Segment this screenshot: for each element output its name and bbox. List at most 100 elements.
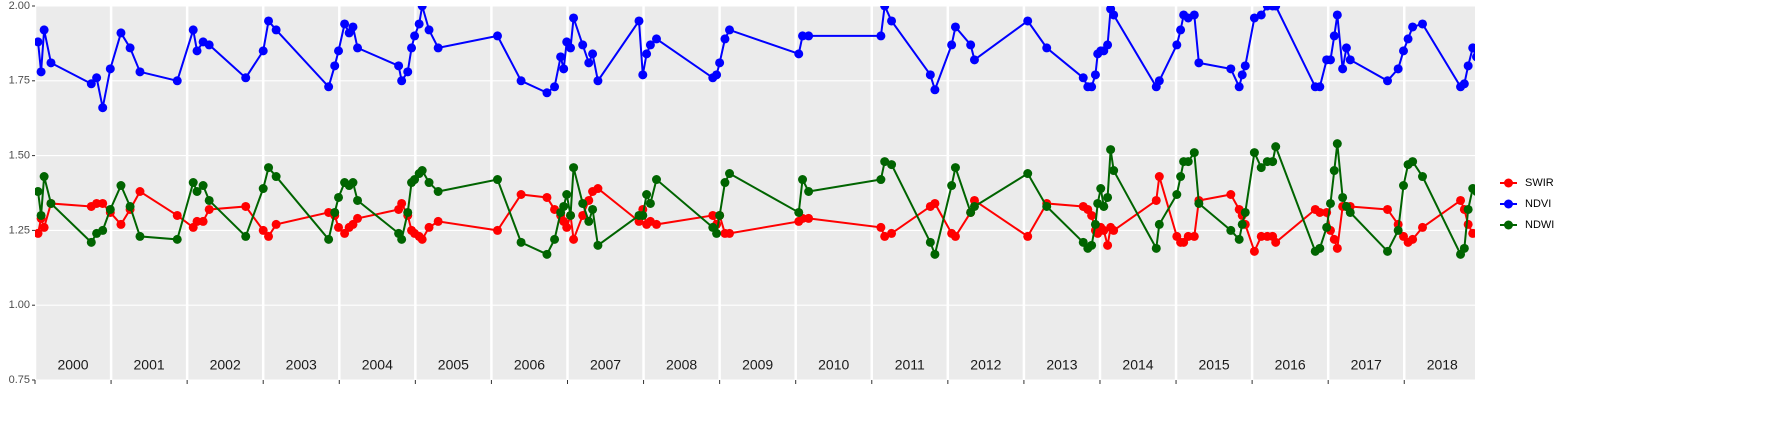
point bbox=[264, 163, 274, 173]
legend-point bbox=[1504, 199, 1513, 209]
point bbox=[1103, 240, 1113, 250]
point bbox=[712, 70, 722, 80]
point bbox=[258, 225, 268, 235]
point bbox=[1315, 82, 1325, 92]
point bbox=[46, 198, 56, 208]
point bbox=[258, 46, 268, 56]
year-label: 2008 bbox=[666, 357, 697, 373]
point bbox=[39, 172, 49, 182]
point bbox=[192, 187, 202, 197]
point bbox=[1109, 225, 1119, 235]
point bbox=[39, 25, 49, 35]
point bbox=[880, 157, 890, 167]
series-line bbox=[37, 143, 1475, 258]
point bbox=[1226, 225, 1236, 235]
point bbox=[566, 210, 576, 220]
point bbox=[98, 103, 108, 113]
point bbox=[116, 28, 126, 38]
point bbox=[651, 175, 661, 185]
point bbox=[1087, 82, 1097, 92]
point bbox=[1234, 234, 1244, 244]
point bbox=[1341, 43, 1351, 53]
point bbox=[36, 210, 46, 220]
point bbox=[645, 198, 655, 208]
point bbox=[1472, 52, 1475, 62]
point bbox=[720, 178, 730, 188]
plot-area bbox=[35, 6, 1475, 259]
point bbox=[241, 201, 251, 211]
point bbox=[1023, 16, 1033, 26]
point bbox=[542, 192, 552, 202]
point bbox=[638, 70, 648, 80]
point bbox=[950, 163, 960, 173]
point bbox=[542, 88, 552, 98]
point bbox=[712, 228, 722, 238]
point bbox=[348, 178, 358, 188]
point bbox=[1345, 55, 1355, 65]
point bbox=[394, 61, 404, 71]
point bbox=[947, 181, 957, 191]
point bbox=[969, 201, 979, 211]
point bbox=[1176, 172, 1186, 182]
point bbox=[1256, 10, 1266, 20]
point bbox=[876, 175, 886, 185]
point bbox=[588, 204, 598, 214]
point bbox=[188, 25, 198, 35]
point bbox=[86, 79, 96, 89]
legend: SWIR NDVI NDWI bbox=[1500, 177, 1554, 231]
legend-label: NDWI bbox=[1525, 219, 1554, 231]
point bbox=[1408, 22, 1418, 32]
point bbox=[562, 189, 572, 199]
year-label: 2004 bbox=[362, 357, 393, 373]
point bbox=[1329, 234, 1339, 244]
point bbox=[493, 225, 503, 235]
point bbox=[593, 240, 603, 250]
point bbox=[1408, 157, 1418, 167]
point bbox=[424, 25, 434, 35]
point bbox=[1338, 64, 1348, 74]
point bbox=[516, 76, 526, 86]
year-label: 2018 bbox=[1427, 357, 1458, 373]
year-label: 2003 bbox=[286, 357, 317, 373]
point bbox=[1271, 6, 1281, 11]
point bbox=[1106, 145, 1116, 155]
point bbox=[1176, 25, 1186, 35]
point bbox=[1226, 189, 1236, 199]
point bbox=[424, 178, 434, 188]
point bbox=[1383, 246, 1393, 256]
point bbox=[725, 25, 735, 35]
point bbox=[334, 222, 344, 232]
legend-label: NDVI bbox=[1525, 198, 1551, 210]
point bbox=[1087, 240, 1097, 250]
point bbox=[1463, 219, 1473, 229]
y-tick-label: 2.00 bbox=[9, 0, 30, 12]
point bbox=[950, 231, 960, 241]
point bbox=[403, 207, 413, 217]
point bbox=[1472, 229, 1475, 238]
point bbox=[1403, 34, 1413, 44]
point bbox=[324, 234, 334, 244]
point bbox=[1418, 19, 1428, 29]
legend-label: SWIR bbox=[1525, 177, 1554, 189]
point bbox=[105, 64, 115, 74]
point bbox=[1090, 219, 1100, 229]
year-label: 2002 bbox=[210, 357, 241, 373]
point bbox=[1087, 210, 1097, 220]
point bbox=[715, 58, 725, 68]
point bbox=[353, 213, 363, 223]
year-label: 2001 bbox=[134, 357, 165, 373]
point bbox=[1234, 82, 1244, 92]
point bbox=[98, 198, 108, 208]
point bbox=[116, 181, 126, 191]
point bbox=[887, 228, 897, 238]
point bbox=[1078, 73, 1088, 83]
point bbox=[35, 187, 43, 197]
point bbox=[569, 163, 579, 173]
point bbox=[542, 249, 552, 259]
point bbox=[804, 31, 814, 41]
point bbox=[192, 46, 202, 56]
point bbox=[125, 43, 135, 53]
axes: 0.75 1.00 1.25 1.50 1.75 2.00 2000 2001 2002 2003… bbox=[9, 0, 1458, 386]
point bbox=[1459, 79, 1469, 89]
point bbox=[1383, 76, 1393, 86]
